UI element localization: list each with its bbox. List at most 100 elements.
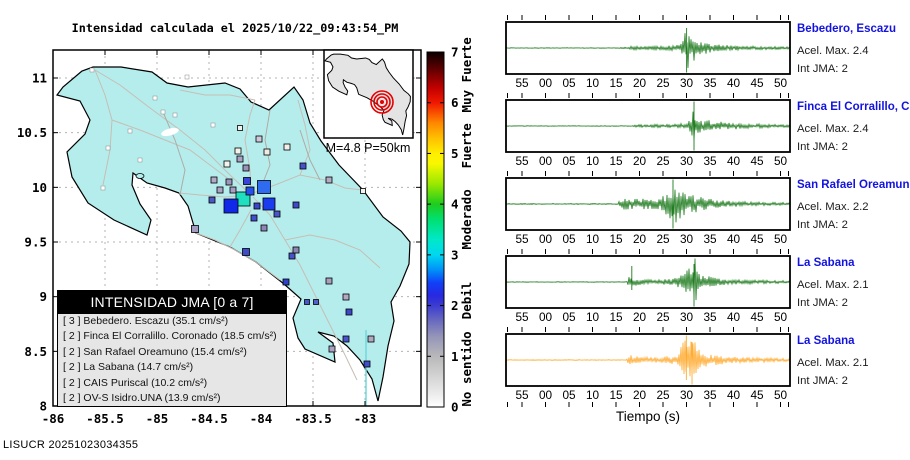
colorbar-tick-label: 0 xyxy=(451,400,459,415)
time-tick-label: 05 xyxy=(562,76,576,90)
station-marker xyxy=(262,197,276,211)
station-marker xyxy=(100,185,106,191)
station-marker xyxy=(325,176,333,184)
figure-title: Intensidad calculada el 2025/10/22_09:43… xyxy=(72,21,399,36)
inset-map: M=4.8 P=50km xyxy=(323,49,414,155)
station-marker xyxy=(328,345,336,353)
road-line xyxy=(297,99,311,176)
watermark-id: LISUCR 20251023034355 xyxy=(3,439,139,451)
time-tick-label: 05 xyxy=(562,388,576,402)
colorbar-tick-label: 2 xyxy=(451,298,459,313)
time-tick-label: 30 xyxy=(680,76,694,90)
time-tick-label: 25 xyxy=(656,310,670,324)
magnitude-depth-label: M=4.8 P=50km xyxy=(326,141,411,155)
epicenter-icon xyxy=(370,90,394,114)
colorbar-category-label: Debil xyxy=(459,282,474,320)
waveform-path xyxy=(505,33,791,68)
waveform-path xyxy=(505,111,791,141)
acel-max-label: Acel. Max. 2.1 xyxy=(797,278,869,291)
time-tick-label: 40 xyxy=(727,310,741,324)
time-tick-label: 10 xyxy=(586,388,600,402)
colorbar-tick-label: 4 xyxy=(451,197,459,212)
colorbar-marks: 0 1 2 3 4 5 6 7 No sentido Debil Moderado Fuerte Muy… xyxy=(427,37,474,415)
station-marker xyxy=(225,178,233,186)
acel-max-label: Acel. Max. 2.1 xyxy=(797,356,869,369)
map-y-tick-label: 9 xyxy=(39,289,47,304)
station-marker xyxy=(172,112,178,118)
road-line xyxy=(94,69,252,196)
colorbar-frame xyxy=(426,51,445,408)
map-y-tick-label: 10.5 xyxy=(17,125,47,140)
time-tick-label: 05 xyxy=(562,232,576,246)
int-jma-label: Int JMA: 2 xyxy=(797,374,848,387)
seismogram-panel: 55 00 05 10 15 20 25 30 35 40 45 50 xyxy=(505,171,791,246)
seismogram-panel: 55 00 05 10 15 20 25 30 35 40 45 50 xyxy=(505,327,791,402)
time-tick-label: 20 xyxy=(633,154,647,168)
time-tick-label: 25 xyxy=(656,232,670,246)
station-marker xyxy=(292,246,300,254)
station-name-label: La Sabana xyxy=(797,257,855,269)
road-line xyxy=(284,234,381,269)
station-marker xyxy=(234,147,242,155)
time-tick-label: 10 xyxy=(586,232,600,246)
time-tick-label: 25 xyxy=(656,154,670,168)
station-marker xyxy=(360,188,366,194)
time-tick-label: 05 xyxy=(562,154,576,168)
jma-intensity-legend: INTENSIDAD JMA [0 a 7] [ 3 ] Bebedero. E… xyxy=(57,290,287,407)
legend-entry: [ 3 ] Bebedero. Escazu (35.1 cm/s²) xyxy=(63,315,229,327)
time-tick-label: 10 xyxy=(586,310,600,324)
road-line xyxy=(179,89,256,101)
station-marker xyxy=(216,186,224,194)
map-y-tick-label: 8 xyxy=(39,399,47,414)
time-tick-label: 30 xyxy=(680,310,694,324)
seismograms-panel-group: 55 00 05 10 15 20 25 30 35 40 45 50 55 00 05 10 15 20 25 30… xyxy=(505,15,791,407)
time-tick-label: 55 xyxy=(515,76,529,90)
seismogram-panel: 55 00 05 10 15 20 25 30 35 40 45 50 xyxy=(505,93,791,168)
intensity-colorbar: 0 1 2 3 4 5 6 7 No sentido Debil Moderado Fuerte Muy… xyxy=(426,37,474,415)
road-line xyxy=(252,174,363,194)
station-markers-layer xyxy=(89,67,375,368)
time-tick-label: 15 xyxy=(609,388,623,402)
province-border-line xyxy=(299,129,321,181)
legend-title: INTENSIDAD JMA [0 a 7] xyxy=(58,291,286,314)
station-marker xyxy=(313,299,319,305)
station-marker xyxy=(292,201,300,209)
road-line xyxy=(229,209,252,248)
station-marker xyxy=(363,360,371,368)
station-name-label: Finca El Corralillo, Coronado xyxy=(797,101,910,113)
time-tick-label: 55 xyxy=(515,310,529,324)
map-x-tick-label: -83.5 xyxy=(294,411,332,426)
map-x-tick-label: -84 xyxy=(250,411,273,426)
time-tick-label: 50 xyxy=(774,232,788,246)
colorbar-category-label: Muy Fuerte xyxy=(459,37,474,113)
road-line xyxy=(195,232,281,281)
station-name-label: San Rafael Oreamuno xyxy=(797,179,910,191)
station-name-label: Bebedero, Escazu xyxy=(797,23,897,35)
legend-entries: [ 3 ] Bebedero. Escazu (35.1 cm/s²) [ 2 ]… xyxy=(58,314,286,406)
station-marker xyxy=(250,214,258,222)
legend-entry: [ 2 ] OV-S Isidro.UNA (13.9 cm/s²) xyxy=(63,392,221,405)
time-tick-label: 40 xyxy=(727,388,741,402)
time-tick-label: 40 xyxy=(727,232,741,246)
station-marker xyxy=(184,74,190,80)
station-marker xyxy=(127,128,133,134)
station-marker xyxy=(367,335,375,343)
map-x-tick-label: -86 xyxy=(42,411,65,426)
time-tick-label: 50 xyxy=(774,388,788,402)
waveform-path xyxy=(505,258,791,301)
map-axes: -86 -85.5 -85 -84.5 -84 -83.5 -83 11 10.5 10 9.5 9 8… xyxy=(17,50,421,426)
colorbar-category-label: Moderado xyxy=(459,189,474,249)
colorbar-tick-label: 1 xyxy=(451,349,459,364)
legend-entry: [ 2 ] CAIS Puriscal (10.2 cm/s²) xyxy=(63,376,208,389)
int-jma-label: Int JMA: 2 xyxy=(797,218,848,231)
seismogram-frame xyxy=(505,255,791,309)
time-tick-label: 45 xyxy=(750,232,764,246)
station-name-label: La Sabana xyxy=(797,335,855,347)
station-marker xyxy=(152,95,158,101)
waveform-path xyxy=(505,340,791,377)
time-tick-label: 20 xyxy=(633,310,647,324)
lake-arenal xyxy=(161,127,179,137)
legend-entry: [ 2 ] San Rafael Oreamuno (15.4 cm/s²) xyxy=(63,345,247,358)
time-tick-label: 15 xyxy=(609,310,623,324)
time-tick-label: 20 xyxy=(633,76,647,90)
